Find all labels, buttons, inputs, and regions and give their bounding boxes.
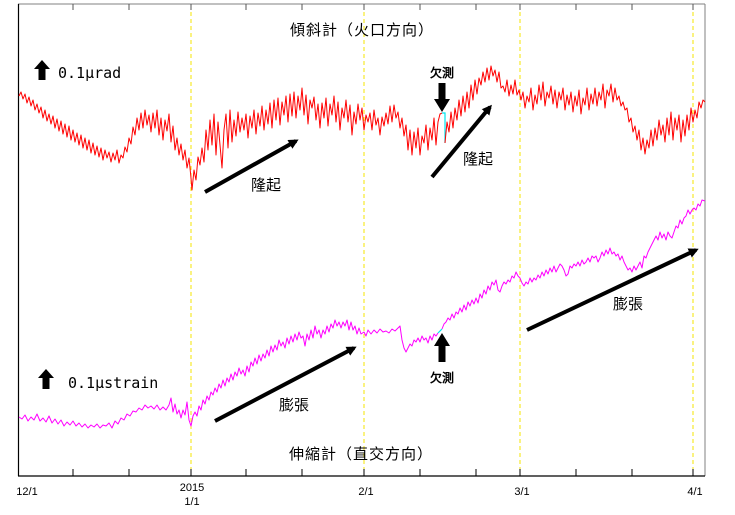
tilt-series-line — [18, 87, 443, 191]
strain-missing-label: 欠測 — [430, 371, 455, 385]
uplift-arrow-2 — [430, 104, 492, 179]
x-axis-top-ticks — [72, 4, 694, 10]
uplift-arrow-1 — [204, 139, 299, 194]
x-tick-label-3-1: 3/1 — [514, 486, 530, 498]
tilt-scale-label: 0.1μrad — [58, 64, 122, 82]
strain-panel-title: 伸縮計（直交方向） — [289, 445, 434, 463]
uplift-label-2: 隆起 — [463, 150, 494, 168]
x-tick-label-4-1: 4/1 — [687, 486, 703, 498]
missing-arrow-icons — [434, 83, 450, 362]
tilt-missing-data — [442, 112, 446, 143]
plot-frame — [17, 3, 706, 477]
x-tick-label-1-1: 1/1 — [184, 496, 200, 508]
annotation-arrows — [204, 104, 699, 423]
x-tick-label-2-1: 2/1 — [358, 486, 374, 498]
strain-series-line — [18, 319, 439, 429]
strain-scale-up-arrow-icon — [38, 369, 54, 389]
x-axis-ticks — [72, 469, 694, 476]
expansion-label-2: 膨張 — [613, 295, 644, 313]
tilt-panel-title: 傾斜計（火口方向） — [290, 21, 435, 39]
strain-scale-label: 0.1μstrain — [68, 374, 159, 392]
tilt-missing-label: 欠測 — [430, 66, 455, 80]
expansion-label-1: 膨張 — [279, 396, 310, 414]
month-gridlines — [190, 5, 694, 476]
scale-arrow-icons — [34, 60, 54, 389]
uplift-label-1: 隆起 — [251, 176, 282, 194]
x-tick-label-12-1: 12/1 — [16, 486, 38, 498]
expansion-arrow-2 — [526, 248, 699, 332]
expansion-arrow-1 — [214, 346, 357, 423]
strain-missing-up-arrow-icon — [434, 333, 450, 362]
tilt-missing-down-arrow-icon — [434, 83, 450, 112]
tilt-series-line-2 — [444, 65, 706, 155]
strain-missing-data — [437, 328, 443, 334]
strain-series-line-2 — [441, 199, 706, 330]
tilt-scale-up-arrow-icon — [34, 60, 50, 80]
x-tick-label-2015: 2015 — [179, 482, 205, 494]
